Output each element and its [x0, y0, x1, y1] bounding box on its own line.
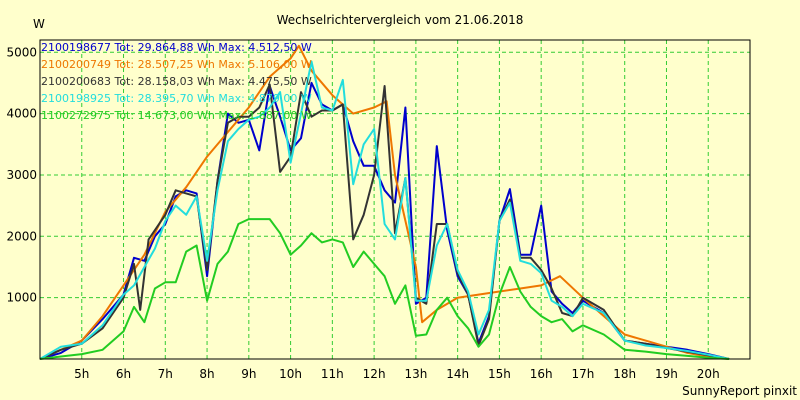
series-line [39, 60, 730, 360]
grid [40, 40, 750, 359]
x-tick-label: 7h [158, 367, 173, 381]
y-tick-label: 5000 [6, 45, 37, 59]
y-tick-label: 4000 [6, 107, 37, 121]
x-tick-label: 10h [279, 367, 302, 381]
x-tick-label: 14h [446, 367, 469, 381]
plot-frame [39, 39, 751, 360]
x-tick-label: 15h [488, 367, 511, 381]
legend-entry: 2100200749 Tot: 28.507,25 Wh Max: 5.106,… [41, 58, 312, 71]
x-tick-label: 12h [363, 367, 386, 381]
series-lines [39, 44, 730, 360]
x-tick-label: 11h [321, 367, 344, 381]
x-tick-label: 17h [572, 367, 595, 381]
chart-title: Wechselrichtervergleich vom 21.06.2018 [277, 13, 524, 27]
y-axis-label: W [33, 17, 45, 31]
legend-entry: 2100200683 Tot: 28.158,03 Wh Max: 4.475,… [41, 75, 312, 88]
legend-entry: 1100272975 Tot: 14.673,00 Wh Max: 1.887,… [41, 109, 312, 122]
x-tick-label: 19h [655, 367, 678, 381]
legend-entry: 2100198677 Tot: 29.864,88 Wh Max: 4.512,… [41, 41, 312, 54]
x-tick-label: 18h [613, 367, 636, 381]
chart-credit: SunnyReport pinxit [682, 384, 797, 398]
y-tick-label: 2000 [6, 229, 37, 243]
x-tick-label: 6h [116, 367, 131, 381]
legend-entry: 2100198925 Tot: 28.395,70 Wh Max: 4.879,… [41, 92, 312, 105]
x-tick-label: 13h [404, 367, 427, 381]
x-tick-label: 9h [241, 367, 256, 381]
series-line [39, 218, 730, 360]
x-tick-label: 16h [530, 367, 553, 381]
y-tick-label: 1000 [6, 291, 37, 305]
axes: 1000 2000 3000 4000 5000 5h 6h 7h 8h 9h 10h 11h 12h 1… [6, 45, 719, 381]
x-tick-label: 8h [199, 367, 214, 381]
y-tick-label: 3000 [6, 168, 37, 182]
series-line [39, 81, 730, 360]
legend: 2100198677 Tot: 29.864,88 Wh Max: 4.512,… [41, 41, 312, 122]
x-tick-label: 5h [74, 367, 89, 381]
x-tick-label: 20h [697, 367, 720, 381]
